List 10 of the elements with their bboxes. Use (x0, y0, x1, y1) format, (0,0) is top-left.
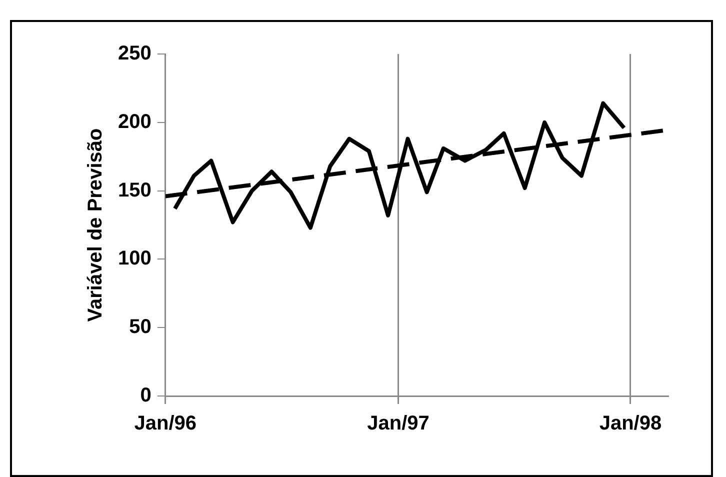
y-axis-title: Variável de Previsão (84, 128, 107, 322)
x-tick-label: Jan/97 (367, 412, 430, 435)
y-tick-label: 250 (118, 42, 152, 65)
y-tick-label: 200 (118, 110, 152, 133)
x-tick-label: Jan/96 (134, 412, 196, 435)
y-tick-label: 50 (129, 316, 152, 338)
y-tick-label: 0 (140, 384, 152, 407)
y-tick-label: 100 (118, 248, 152, 270)
y-tick-label: 150 (118, 179, 152, 202)
x-tick-label: Jan/98 (599, 412, 662, 435)
